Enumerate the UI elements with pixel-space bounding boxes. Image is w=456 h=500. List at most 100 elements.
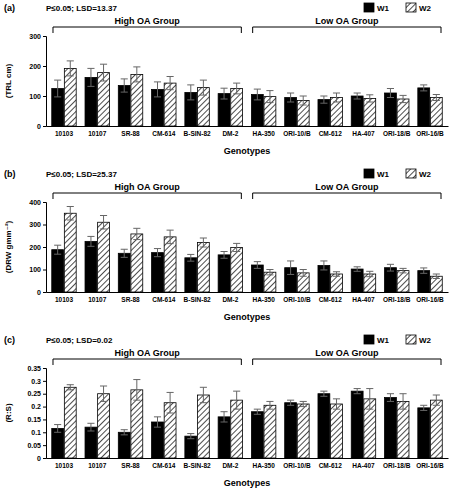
bar (64, 68, 76, 126)
y-tick-mark (43, 458, 46, 459)
y-tick-mark (43, 381, 46, 382)
bar (397, 271, 409, 292)
y-tick-mark (43, 407, 46, 408)
error-bar (133, 67, 140, 82)
x-tick: CM-612 (319, 296, 343, 303)
y-tick: 0 (37, 455, 46, 462)
error-bar (87, 68, 94, 86)
error-bar (87, 423, 94, 431)
bar (231, 247, 243, 292)
x-tick: ORI-10/B (283, 296, 311, 303)
x-tick-label: ORI-10/B (283, 462, 311, 469)
error-bar (420, 268, 427, 273)
bar (351, 391, 363, 458)
group-label: Low OA Group (315, 182, 379, 192)
error-bar (320, 261, 327, 270)
annotation: P≤0.05; LSD=13.37 (46, 4, 117, 13)
x-tick: ORI-18/B (383, 462, 411, 469)
group-bracket (53, 193, 241, 199)
error-bar (167, 230, 174, 244)
x-tick-label: CM-614 (152, 462, 176, 469)
x-axis-line (47, 292, 449, 293)
y-tick-label: 300 (29, 221, 41, 228)
x-tick: CM-614 (152, 296, 176, 303)
error-bar (300, 270, 307, 277)
y-axis-line (43, 203, 47, 293)
legend-swatch (364, 335, 374, 344)
x-tick: ORI-18/B (383, 296, 411, 303)
x-tick-label: 10107 (88, 296, 106, 303)
x-tick-label: SR-88 (121, 462, 140, 469)
x-tick: B-SIN-82 (184, 296, 211, 303)
error-bar (54, 80, 61, 97)
bar (197, 395, 209, 458)
x-tick-label: CM-614 (152, 130, 176, 137)
y-tick-label: 0.2 (31, 403, 41, 410)
bar (418, 408, 430, 458)
group-label: High OA Group (115, 348, 181, 358)
error-bar (320, 391, 327, 396)
legend: W1W2 (364, 335, 432, 345)
bar (318, 394, 330, 458)
x-tick-label: B-SIN-82 (184, 296, 211, 303)
bar (418, 271, 430, 292)
error-bar (167, 392, 174, 413)
y-tick: 300 (29, 33, 46, 40)
x-axis-title: Genotypes (224, 478, 271, 488)
y-tick-label: 0.1 (31, 429, 41, 436)
error-bar (300, 96, 307, 105)
x-tick: HA-350 (252, 130, 275, 137)
bar (430, 98, 442, 127)
y-tick: 0.35 (27, 365, 46, 372)
bar (52, 428, 64, 458)
y-tick-label: 0.25 (27, 390, 41, 397)
bar (197, 243, 209, 293)
y-tick-label: 200 (29, 63, 41, 70)
y-tick-mark (43, 432, 46, 433)
error-bar (154, 249, 161, 257)
x-axis: 1010310107SR-88CM-614B-SIN-82DM-2HA-350O… (47, 293, 449, 303)
legend: W1W2 (364, 169, 432, 179)
error-bar (433, 95, 440, 101)
error-bar (366, 389, 373, 410)
group-label: High OA Group (115, 16, 181, 26)
legend-swatch (406, 169, 416, 178)
y-tick: 0.1 (31, 429, 46, 436)
y-tick-mark (43, 96, 46, 97)
y-axis-title: (TRL cm) (4, 63, 13, 98)
error-bar (67, 207, 74, 221)
x-tick: HA-350 (252, 296, 275, 303)
error-bar (221, 252, 228, 259)
error-bar (133, 228, 140, 239)
legend-label: W2 (419, 4, 432, 13)
y-tick: 0.2 (31, 403, 46, 410)
x-axis-title: Genotypes (224, 146, 271, 156)
plot-marks (52, 207, 443, 293)
error-bar (254, 89, 261, 100)
error-bar (333, 272, 340, 277)
y-tick-label: 0 (37, 289, 41, 296)
plot-marks (52, 61, 443, 126)
x-tick: DM-2 (222, 130, 238, 137)
x-tick: 10107 (88, 462, 106, 469)
x-tick-label: DM-2 (222, 130, 238, 137)
y-tick: 0.15 (27, 416, 46, 423)
x-tick: DM-2 (222, 296, 238, 303)
x-tick: ORI-10/B (283, 130, 311, 137)
x-tick-label: DM-2 (222, 296, 238, 303)
y-tick-mark (43, 394, 46, 395)
error-bar (266, 401, 273, 409)
error-bar (121, 249, 128, 257)
error-bar (200, 238, 207, 247)
panel-label: (b) (4, 169, 16, 179)
x-tick-label: DM-2 (222, 462, 238, 469)
x-tick-label: ORI-16/B (416, 296, 444, 303)
error-bar (399, 394, 406, 409)
x-tick-label: SR-88 (121, 296, 140, 303)
error-bar (233, 83, 240, 94)
x-tick-label: ORI-18/B (383, 296, 411, 303)
bar (385, 398, 397, 458)
error-bar (354, 267, 361, 272)
error-bar (233, 391, 240, 409)
x-tick-label: HA-350 (252, 462, 275, 469)
